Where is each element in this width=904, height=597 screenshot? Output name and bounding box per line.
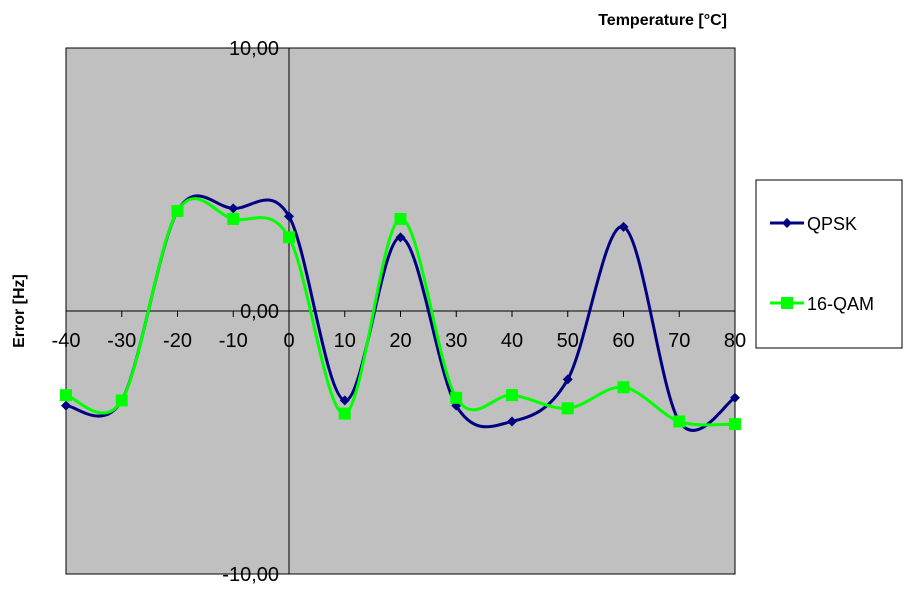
data-point-qpsk: [507, 416, 517, 427]
axes: [65, 47, 736, 575]
x-tick-label: -40: [52, 330, 81, 352]
x-tick-label: 30: [445, 330, 467, 352]
legend-label-qpsk: QPSK: [807, 214, 857, 234]
series-layer: [60, 194, 741, 432]
legend-marker-16-qam: [781, 297, 793, 309]
data-point-qpsk: [339, 395, 350, 406]
data-point-qpsk: [618, 221, 629, 232]
data-point-qpsk: [562, 374, 573, 385]
data-point-16-qam: [338, 407, 351, 420]
y-tick-label: 0,00: [240, 301, 279, 323]
data-point-qpsk: [395, 232, 406, 243]
data-point-16-qam: [171, 205, 184, 218]
data-point-qpsk: [284, 211, 294, 222]
data-point-16-qam: [450, 391, 463, 404]
data-point-16-qam: [115, 394, 128, 407]
data-point-16-qam: [673, 415, 686, 428]
x-tick-label: -20: [163, 330, 192, 352]
x-tick-label: 70: [668, 330, 690, 352]
data-point-16-qam: [617, 381, 630, 394]
y-tick-label: -10,00: [222, 564, 279, 586]
y-axis-title: Error [Hz]: [11, 274, 28, 348]
x-tick-label: 10: [334, 330, 356, 352]
x-tick-label: 40: [501, 330, 523, 352]
x-tick-label: 0: [283, 330, 294, 352]
x-tick-label: 60: [612, 330, 634, 352]
legend: QPSK 16-QAM: [770, 214, 874, 314]
data-point-16-qam: [283, 231, 295, 244]
x-tick-label: -30: [107, 330, 136, 352]
data-point-qpsk: [730, 392, 740, 403]
x-tick-label: 20: [389, 330, 411, 352]
y-tick-label: 10,00: [229, 38, 279, 60]
data-point-16-qam: [60, 389, 72, 402]
x-tick-label: 80: [724, 330, 746, 352]
tick-layer: -40 -30 -20 -10 0 10 20 30 40 50 60 70 80 10,00 0,00 -1…: [52, 38, 747, 586]
data-point-16-qam: [227, 212, 240, 225]
series-line-16-qam: [65, 197, 736, 427]
x-tick-label: 50: [557, 330, 579, 352]
legend-box: [755, 179, 903, 349]
x-axis-title: Temperature [°C]: [598, 12, 727, 29]
data-point-qpsk: [228, 203, 239, 214]
legend-marker-qpsk: [782, 218, 792, 228]
x-tick-label: -10: [219, 330, 248, 352]
data-point-16-qam: [561, 402, 574, 415]
legend-label-16-qam: 16-QAM: [807, 294, 874, 314]
data-point-16-qam: [506, 389, 518, 402]
data-point-16-qam: [729, 418, 741, 431]
data-point-qpsk: [61, 400, 71, 411]
data-point-16-qam: [394, 212, 407, 225]
